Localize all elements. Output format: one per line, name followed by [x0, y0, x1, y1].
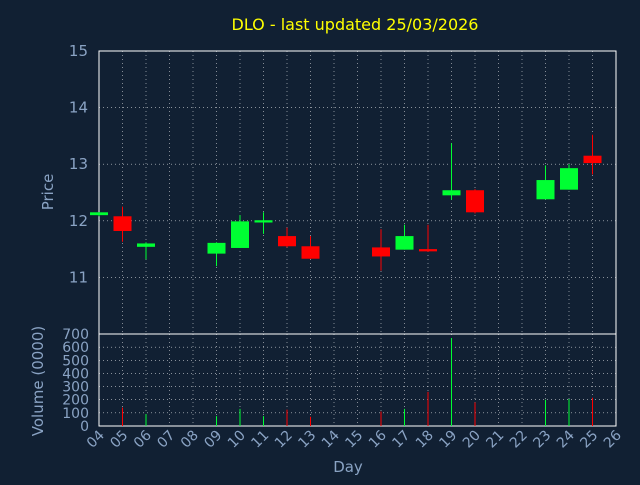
candle-body	[536, 180, 555, 200]
day-tick-label: 22	[507, 428, 531, 452]
day-tick-label: 23	[530, 428, 554, 452]
price-tick-label: 12	[69, 212, 88, 230]
candle-body	[301, 246, 320, 259]
day-tick-label: 10	[225, 428, 249, 452]
volume-plot-frame	[98, 333, 617, 427]
candle-body	[372, 247, 390, 257]
candle-body	[254, 220, 273, 223]
day-tick-label: 14	[319, 427, 343, 451]
day-tick-label: 15	[342, 428, 366, 452]
day-tick-label: 25	[577, 428, 601, 452]
candle-body	[560, 168, 578, 190]
day-tick-label: 06	[131, 427, 155, 451]
price-tick-label: 15	[69, 42, 88, 60]
volume-tick-label: 300	[62, 380, 89, 396]
price-tick-label: 14	[69, 99, 88, 117]
price-axis-label: Price	[39, 174, 57, 211]
volume-tick-label: 700	[62, 327, 89, 343]
candle-body	[231, 221, 249, 248]
day-tick-label: 17	[389, 428, 413, 452]
candle-body	[113, 216, 132, 231]
volume-axis-label: Volume (0000)	[29, 326, 47, 436]
candle-body	[278, 236, 296, 247]
candle-body	[583, 155, 602, 164]
price-tick-label: 13	[69, 155, 88, 173]
candle-body	[90, 212, 108, 216]
day-tick-label: 18	[413, 428, 437, 452]
day-tick-label: 26	[601, 427, 625, 451]
day-tick-label: 19	[436, 428, 460, 452]
price-tick-label: 11	[69, 268, 88, 286]
day-tick-label: 20	[460, 428, 484, 452]
day-tick-label: 24	[554, 427, 578, 451]
volume-tick-label: 600	[62, 340, 89, 356]
volume-tick-label: 200	[62, 393, 89, 409]
candle-body	[137, 243, 155, 247]
candle-body	[207, 242, 226, 254]
volume-tick-label: 400	[62, 366, 89, 382]
day-axis-label: Day	[333, 458, 363, 476]
day-tick-label: 16	[366, 427, 390, 451]
chart-title: DLO - last updated 25/03/2026	[232, 15, 479, 34]
day-tick-label: 07	[154, 428, 178, 452]
volume-tick-label: 500	[62, 353, 89, 369]
candle-body	[395, 236, 414, 250]
volume-panel: 04 05 06 07 08 09 10 11 12 13 14 15 16 17 18 19 20 21 22 23…	[62, 327, 625, 451]
day-tick-label: 12	[272, 428, 296, 452]
price-panel: 11 12 13 14 15	[69, 42, 617, 335]
candle-body	[419, 249, 437, 252]
candle-body	[466, 190, 484, 213]
day-tick-label: 21	[483, 428, 507, 452]
day-tick-label: 05	[107, 428, 131, 452]
volume-tick-label: 0	[80, 419, 89, 435]
day-tick-label: 11	[248, 428, 272, 452]
day-tick-label: 08	[178, 428, 202, 452]
day-tick-label: 09	[201, 428, 225, 452]
volume-tick-label: 100	[62, 406, 89, 422]
candle-body	[442, 190, 461, 196]
day-tick-label: 13	[295, 428, 319, 452]
